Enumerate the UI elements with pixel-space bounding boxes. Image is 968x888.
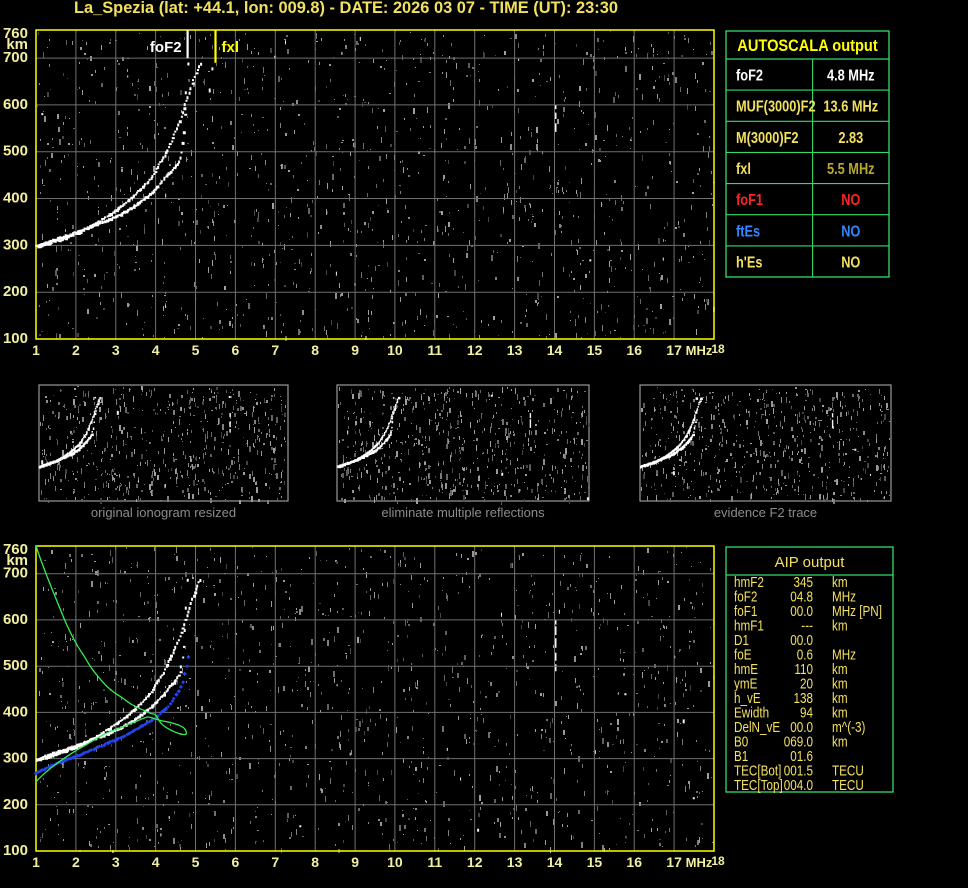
svg-text:15: 15 [587, 342, 603, 358]
svg-text:12: 12 [467, 854, 483, 870]
svg-text:6: 6 [232, 342, 240, 358]
svg-text:fxl: fxl [736, 161, 751, 179]
svg-text:km: km [6, 36, 28, 53]
svg-text:200: 200 [3, 796, 28, 813]
svg-text:TECU: TECU [832, 776, 864, 793]
svg-text:2.83: 2.83 [838, 130, 863, 148]
svg-text:7: 7 [271, 854, 279, 870]
svg-text:9: 9 [351, 342, 359, 358]
svg-text:5: 5 [192, 342, 200, 358]
svg-text:8: 8 [311, 342, 319, 358]
svg-text:13: 13 [507, 342, 523, 358]
svg-text:8: 8 [311, 854, 319, 870]
svg-text:18: 18 [711, 342, 725, 356]
svg-text:7: 7 [271, 342, 279, 358]
svg-text:6: 6 [232, 854, 240, 870]
svg-text:km: km [832, 617, 848, 634]
svg-text:12: 12 [467, 342, 483, 358]
svg-text:9: 9 [351, 854, 359, 870]
svg-text:10: 10 [387, 342, 403, 358]
svg-text:3: 3 [112, 854, 120, 870]
svg-text:4: 4 [152, 342, 160, 358]
svg-text:La_Spezia (lat: +44.1, lon: 00: La_Spezia (lat: +44.1, lon: 009.8) - DAT… [74, 0, 618, 17]
svg-text:AIP output: AIP output [775, 554, 846, 571]
svg-text:MHz: MHz [686, 855, 713, 870]
svg-text:500: 500 [3, 143, 28, 160]
svg-text:original ionogram resized: original ionogram resized [91, 505, 236, 520]
svg-text:500: 500 [3, 657, 28, 674]
svg-text:004.0: 004.0 [784, 776, 813, 793]
svg-text:MHz: MHz [686, 343, 713, 358]
svg-text:15: 15 [587, 854, 603, 870]
svg-text:400: 400 [3, 703, 28, 720]
svg-text:5: 5 [192, 854, 200, 870]
svg-text:100: 100 [3, 842, 28, 859]
svg-text:13: 13 [507, 854, 523, 870]
svg-text:600: 600 [3, 611, 28, 628]
svg-text:TEC[Top]: TEC[Top] [734, 776, 783, 793]
svg-text:2: 2 [72, 342, 80, 358]
svg-text:14: 14 [547, 854, 563, 870]
svg-text:5.5 MHz: 5.5 MHz [827, 161, 875, 179]
svg-text:100: 100 [3, 330, 28, 347]
svg-text:1: 1 [32, 342, 40, 358]
svg-text:foF2: foF2 [736, 67, 763, 85]
svg-text:MUF(3000)F2: MUF(3000)F2 [736, 98, 816, 116]
svg-text:1: 1 [32, 854, 40, 870]
svg-text:M(3000)F2: M(3000)F2 [736, 130, 799, 148]
svg-text:18: 18 [711, 854, 725, 868]
svg-text:NO: NO [841, 192, 860, 210]
svg-text:fxl: fxl [222, 39, 240, 56]
svg-text:3: 3 [112, 342, 120, 358]
svg-text:600: 600 [3, 96, 28, 113]
svg-text:foF1: foF1 [736, 192, 763, 210]
svg-text:evidence F2 trace: evidence F2 trace [714, 505, 817, 520]
svg-text:11: 11 [427, 342, 442, 358]
svg-text:AUTOSCALA output: AUTOSCALA output [737, 37, 878, 55]
svg-text:17: 17 [666, 854, 682, 870]
svg-text:16: 16 [626, 854, 642, 870]
svg-text:16: 16 [626, 342, 642, 358]
svg-text:17: 17 [666, 342, 682, 358]
svg-text:13.6 MHz: 13.6 MHz [823, 98, 878, 116]
svg-text:km: km [832, 733, 848, 750]
svg-text:eliminate multiple reflections: eliminate multiple reflections [381, 505, 545, 520]
svg-text:11: 11 [427, 854, 442, 870]
svg-text:ftEs: ftEs [736, 223, 760, 241]
svg-text:foF2: foF2 [150, 39, 182, 56]
svg-text:400: 400 [3, 190, 28, 207]
svg-text:4: 4 [152, 854, 160, 870]
svg-text:h'Es: h'Es [736, 254, 762, 272]
svg-text:km: km [6, 552, 28, 569]
svg-text:2: 2 [72, 854, 80, 870]
svg-text:14: 14 [547, 342, 563, 358]
svg-text:4.8 MHz: 4.8 MHz [827, 67, 875, 85]
svg-text:300: 300 [3, 236, 28, 253]
svg-text:10: 10 [387, 854, 403, 870]
svg-text:NO: NO [841, 223, 860, 241]
svg-text:300: 300 [3, 750, 28, 767]
svg-text:NO: NO [841, 254, 860, 272]
svg-text:200: 200 [3, 283, 28, 300]
